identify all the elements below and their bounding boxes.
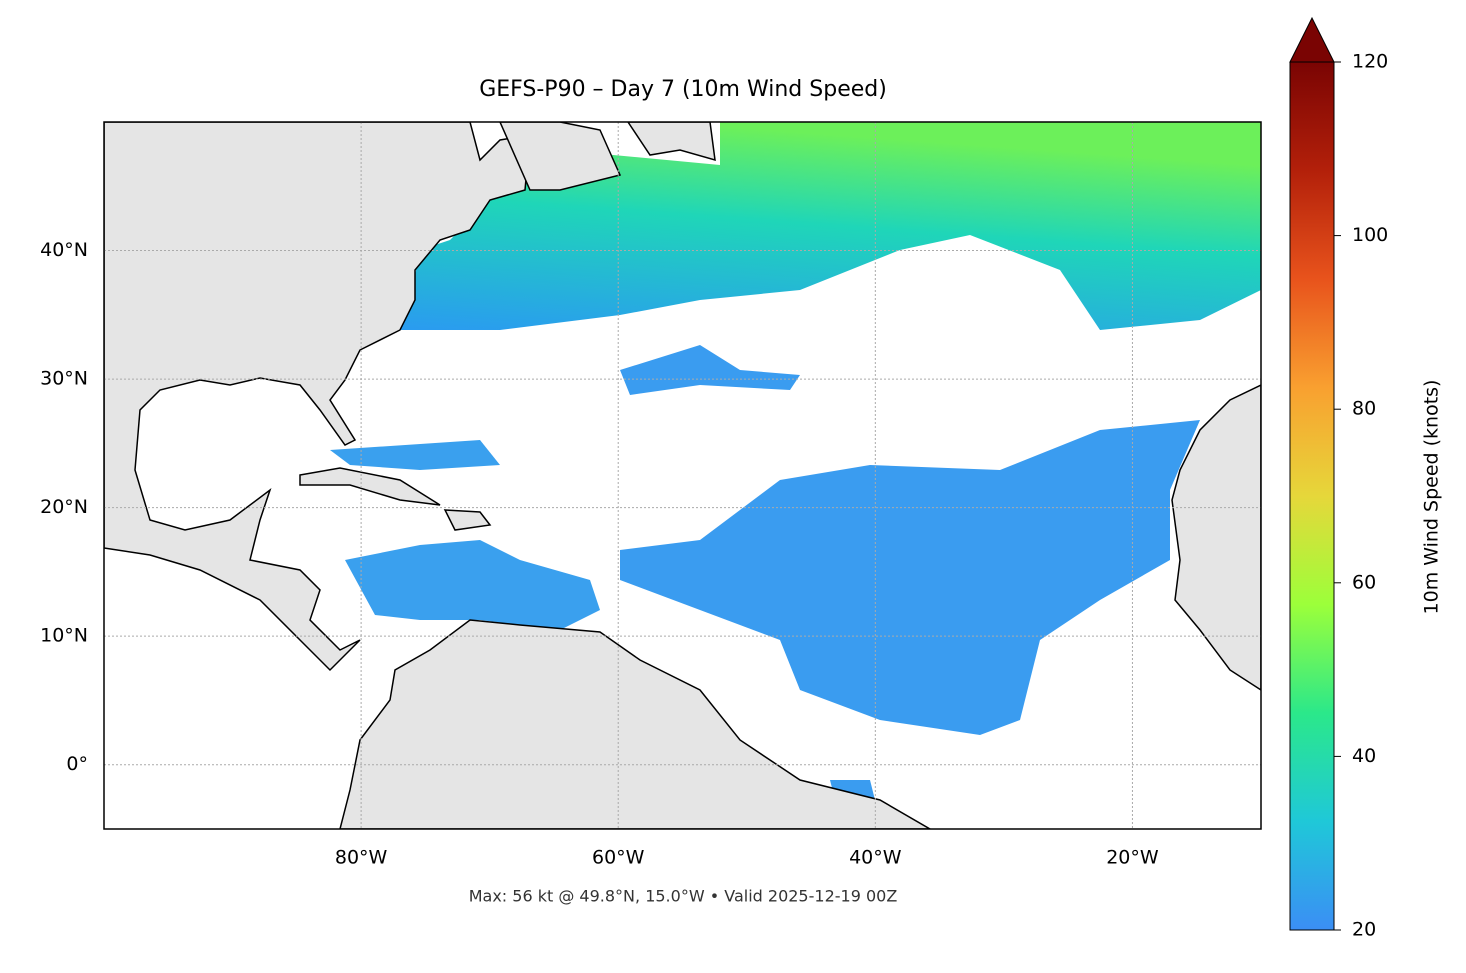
grid [104,122,1261,829]
colorbar-tick-label: 100 [1352,224,1388,246]
land [104,122,1261,829]
land-shape [104,122,531,672]
land-shape [627,122,716,162]
lon-tick-label: 40°W [849,847,902,869]
land-shape [339,619,932,829]
land-shape [1171,384,1261,691]
land-shape [299,467,441,506]
lon-tick-label: 20°W [1106,847,1159,869]
wind-region [330,440,500,470]
map-title: GEFS-P90 – Day 7 (10m Wind Speed) [479,77,887,102]
lat-tick-label: 0° [66,753,88,775]
colorbar-extend [1289,16,1335,63]
lat-tick-label: 30°N [40,368,88,390]
colorbar-tick-label: 60 [1352,571,1376,593]
map-area [104,122,1261,829]
colorbar-tick-label: 20 [1352,919,1376,941]
lat-tick-label: 10°N [40,625,88,647]
wind-region [620,420,1200,735]
lat-tick-label: 40°N [40,239,88,261]
lat-tick-label: 20°N [40,496,88,518]
wind-region [620,345,800,395]
map-frame [103,121,1262,830]
wind-region [345,540,600,630]
colorbar-tick-label: 80 [1352,398,1376,420]
colorbar [1289,61,1335,931]
lon-tick-label: 80°W [335,847,388,869]
land-shape [499,122,622,191]
footer: Max: 56 kt @ 49.8°N, 15.0°W • Valid 2025… [469,887,898,906]
colorbar-tick-label: 120 [1352,51,1388,73]
colorbar-tick-label: 40 [1352,745,1376,767]
lon-tick-label: 60°W [592,847,645,869]
land-shape [443,509,492,531]
colorbar-label: 10m Wind Speed (knots) [1421,380,1443,615]
